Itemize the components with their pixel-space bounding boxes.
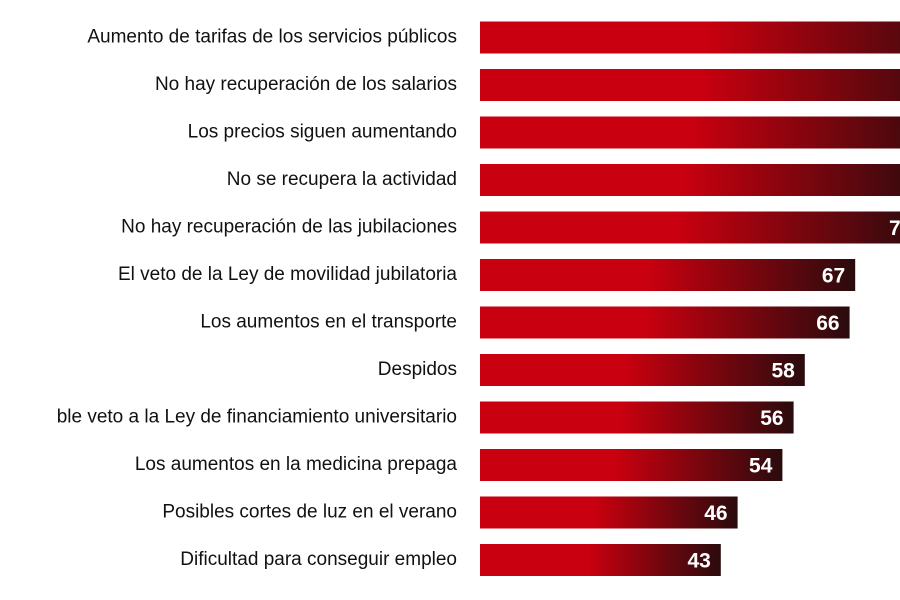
bar: [480, 544, 721, 576]
value-label: 43: [687, 550, 710, 573]
bar: [480, 164, 900, 196]
bar: [480, 211, 900, 244]
category-label: No se recupera la actividad: [227, 169, 457, 190]
category-label: Los aumentos en la medicina prepaga: [135, 454, 458, 475]
bar: [480, 21, 900, 54]
value-label: 56: [760, 407, 783, 430]
value-label: 79: [889, 217, 900, 240]
bar: [480, 259, 856, 291]
value-label: 46: [704, 502, 727, 525]
category-label: No hay recuperación de los salarios: [155, 74, 457, 95]
value-label: 67: [822, 265, 845, 288]
category-label: Los precios siguen aumentando: [188, 122, 457, 143]
category-label: No hay recuperación de las jubilaciones: [121, 217, 457, 238]
bar: [480, 69, 900, 101]
bar: [480, 354, 805, 386]
value-label: 54: [749, 455, 773, 478]
bar: [480, 306, 850, 339]
category-label: El veto de la Ley de movilidad jubilator…: [118, 264, 457, 285]
value-label: 66: [816, 312, 839, 335]
category-label: Despidos: [378, 359, 457, 380]
bar: [480, 496, 738, 529]
category-label: Dificultad para conseguir empleo: [180, 549, 457, 570]
bar: [480, 401, 794, 434]
bar: [480, 449, 783, 481]
category-label: Los aumentos en el transporte: [200, 312, 457, 333]
category-label: Posibles cortes de luz en el verano: [162, 502, 457, 523]
value-label: 58: [771, 360, 795, 383]
bar: [480, 116, 900, 149]
category-label: ble veto a la Ley de financiamiento univ…: [57, 407, 457, 428]
category-label: Aumento de tarifas de los servicios públ…: [87, 27, 457, 48]
